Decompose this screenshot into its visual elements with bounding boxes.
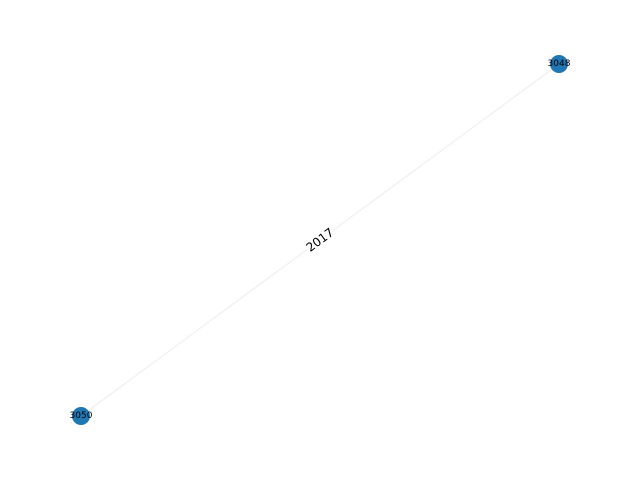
- node-3050[interactable]: 3050: [70, 407, 93, 425]
- node-3048[interactable]: 3048: [548, 55, 571, 73]
- node-circle[interactable]: [550, 55, 568, 73]
- node-label: 3048: [548, 59, 571, 69]
- node-circle[interactable]: [72, 407, 90, 425]
- edge-label-background: [301, 223, 338, 256]
- node-label: 3050: [70, 411, 93, 421]
